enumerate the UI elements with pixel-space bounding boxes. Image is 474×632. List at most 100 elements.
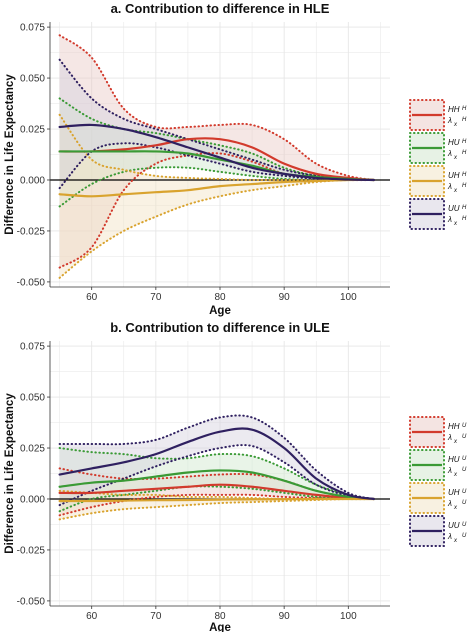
legend-label-lambda: λ	[447, 182, 452, 191]
x-tick-label: 80	[214, 611, 226, 622]
y-tick-label: 0.025	[20, 125, 45, 136]
panel-b: b. Contribution to difference in ULE 60 70…	[4, 320, 467, 632]
legend-label-lambda: λ	[447, 499, 452, 508]
gridlines	[50, 341, 390, 606]
bound-upper-uh	[58, 489, 375, 501]
legend-label-sub: x	[453, 155, 458, 161]
legend-label-sub: x	[453, 439, 458, 445]
x-tick-label: 70	[150, 292, 162, 303]
x-tick-label: 90	[279, 292, 291, 303]
y-tick-label: -0.025	[17, 226, 46, 237]
legend-label-sup: U	[462, 500, 467, 506]
y-axis-title: Difference in Life Expectancy	[4, 74, 16, 235]
legend-label-sup: U	[462, 423, 467, 429]
legend-label-sup: H	[462, 205, 467, 211]
bound-upper-hh	[58, 34, 375, 181]
legend-label-sup: U	[462, 467, 467, 473]
legend-label-main: UU	[448, 521, 460, 530]
legend-label-sub: x	[453, 472, 458, 478]
legend-label-sup: H	[462, 139, 467, 145]
bound-upper-uu	[58, 414, 375, 500]
band-hh	[59, 468, 374, 516]
legend-label-main: HH	[448, 105, 460, 114]
series-line-hh	[58, 137, 376, 182]
y-tick-label: -0.050	[17, 596, 46, 607]
legend-item-hh: HHλ xUU	[409, 416, 467, 448]
legend-label-main: HH	[448, 422, 460, 431]
y-axis-title: Difference in Life Expectancy	[4, 393, 16, 554]
legend-label-sup: H	[462, 216, 467, 222]
legend-label-lambda: λ	[447, 433, 452, 442]
y-tick-label: 0.025	[20, 444, 45, 455]
legend-label-sup: U	[462, 456, 467, 462]
x-tick-label: 60	[86, 611, 98, 622]
legend-item-hu: HUλ xHH	[409, 132, 467, 164]
series-lines	[58, 427, 376, 503]
legend-label-sub: x	[453, 221, 458, 227]
legend-label-sup: U	[462, 434, 467, 440]
legend-label-sub: x	[453, 505, 458, 511]
legend-label-main: HU	[448, 455, 460, 464]
y-tick-label: 0.000	[20, 494, 45, 505]
legend-label-sup: H	[462, 183, 467, 189]
x-axis-title: Age	[209, 622, 231, 632]
legend-label-lambda: λ	[447, 149, 452, 158]
legend-label-sub: x	[453, 538, 458, 544]
legend-label-lambda: λ	[447, 215, 452, 224]
band-hh	[59, 35, 374, 268]
series-line-uu	[58, 427, 376, 501]
chart-title: a. Contribution to difference in HLE	[111, 1, 330, 16]
legend-label-main: UH	[448, 171, 460, 180]
series-line-uh	[58, 178, 376, 198]
legend-label-sup: U	[462, 489, 467, 495]
band-hu	[59, 448, 374, 512]
legend-label-lambda: λ	[447, 532, 452, 541]
band-uh	[59, 114, 374, 278]
series-line-hu	[58, 469, 376, 501]
legend-item-hu: HUλ xUU	[409, 449, 467, 481]
y-tick-label: 0.050	[20, 393, 45, 404]
legend-item-uh: UHλ xUU	[409, 482, 467, 514]
gridlines	[50, 22, 390, 287]
legend-item-hh: HHλ xHH	[409, 99, 467, 131]
x-tick-label: 90	[279, 611, 291, 622]
legend-label-sup: H	[462, 172, 467, 178]
legend-label-sup: H	[462, 106, 467, 112]
x-axis-title: Age	[209, 305, 231, 317]
panel-a: a. Contribution to difference in HLE 60 70…	[4, 1, 467, 317]
legend-item-uh: UHλ xHH	[409, 165, 467, 197]
y-tick-label: 0.075	[20, 342, 45, 353]
band-uu	[59, 59, 374, 189]
chart-title: b. Contribution to difference in ULE	[110, 320, 330, 335]
x-tick-label: 100	[340, 292, 357, 303]
legend-item-uu: UUλ xUU	[409, 515, 467, 547]
y-tick-label: -0.050	[17, 277, 46, 288]
series-line-uh	[58, 497, 376, 503]
legend-label-sup: U	[462, 522, 467, 528]
legend-label-lambda: λ	[447, 116, 452, 125]
y-tick-label: 0.050	[20, 74, 45, 85]
legend-label-main: UU	[448, 204, 460, 213]
y-tick-label: -0.025	[17, 545, 46, 556]
legend-label-sup: U	[462, 533, 467, 539]
legend-label-sup: H	[462, 117, 467, 123]
legend-label-main: UH	[448, 488, 460, 497]
x-tick-label: 70	[150, 611, 162, 622]
x-tick-label: 100	[340, 611, 357, 622]
legend-label-sub: x	[453, 188, 458, 194]
legend-label-sub: x	[453, 122, 458, 128]
y-tick-label: 0.075	[20, 23, 45, 34]
legend-label-sup: H	[462, 150, 467, 156]
series-line-uu	[58, 123, 376, 182]
series-lines	[58, 123, 376, 198]
series-line-hh	[58, 483, 376, 501]
x-tick-label: 80	[214, 292, 226, 303]
y-tick-label: 0.000	[20, 175, 45, 186]
bound-upper-hh	[58, 467, 375, 500]
legend-label-lambda: λ	[447, 466, 452, 475]
legend-label-main: HU	[448, 138, 460, 147]
bound-lower-hu	[58, 485, 375, 513]
